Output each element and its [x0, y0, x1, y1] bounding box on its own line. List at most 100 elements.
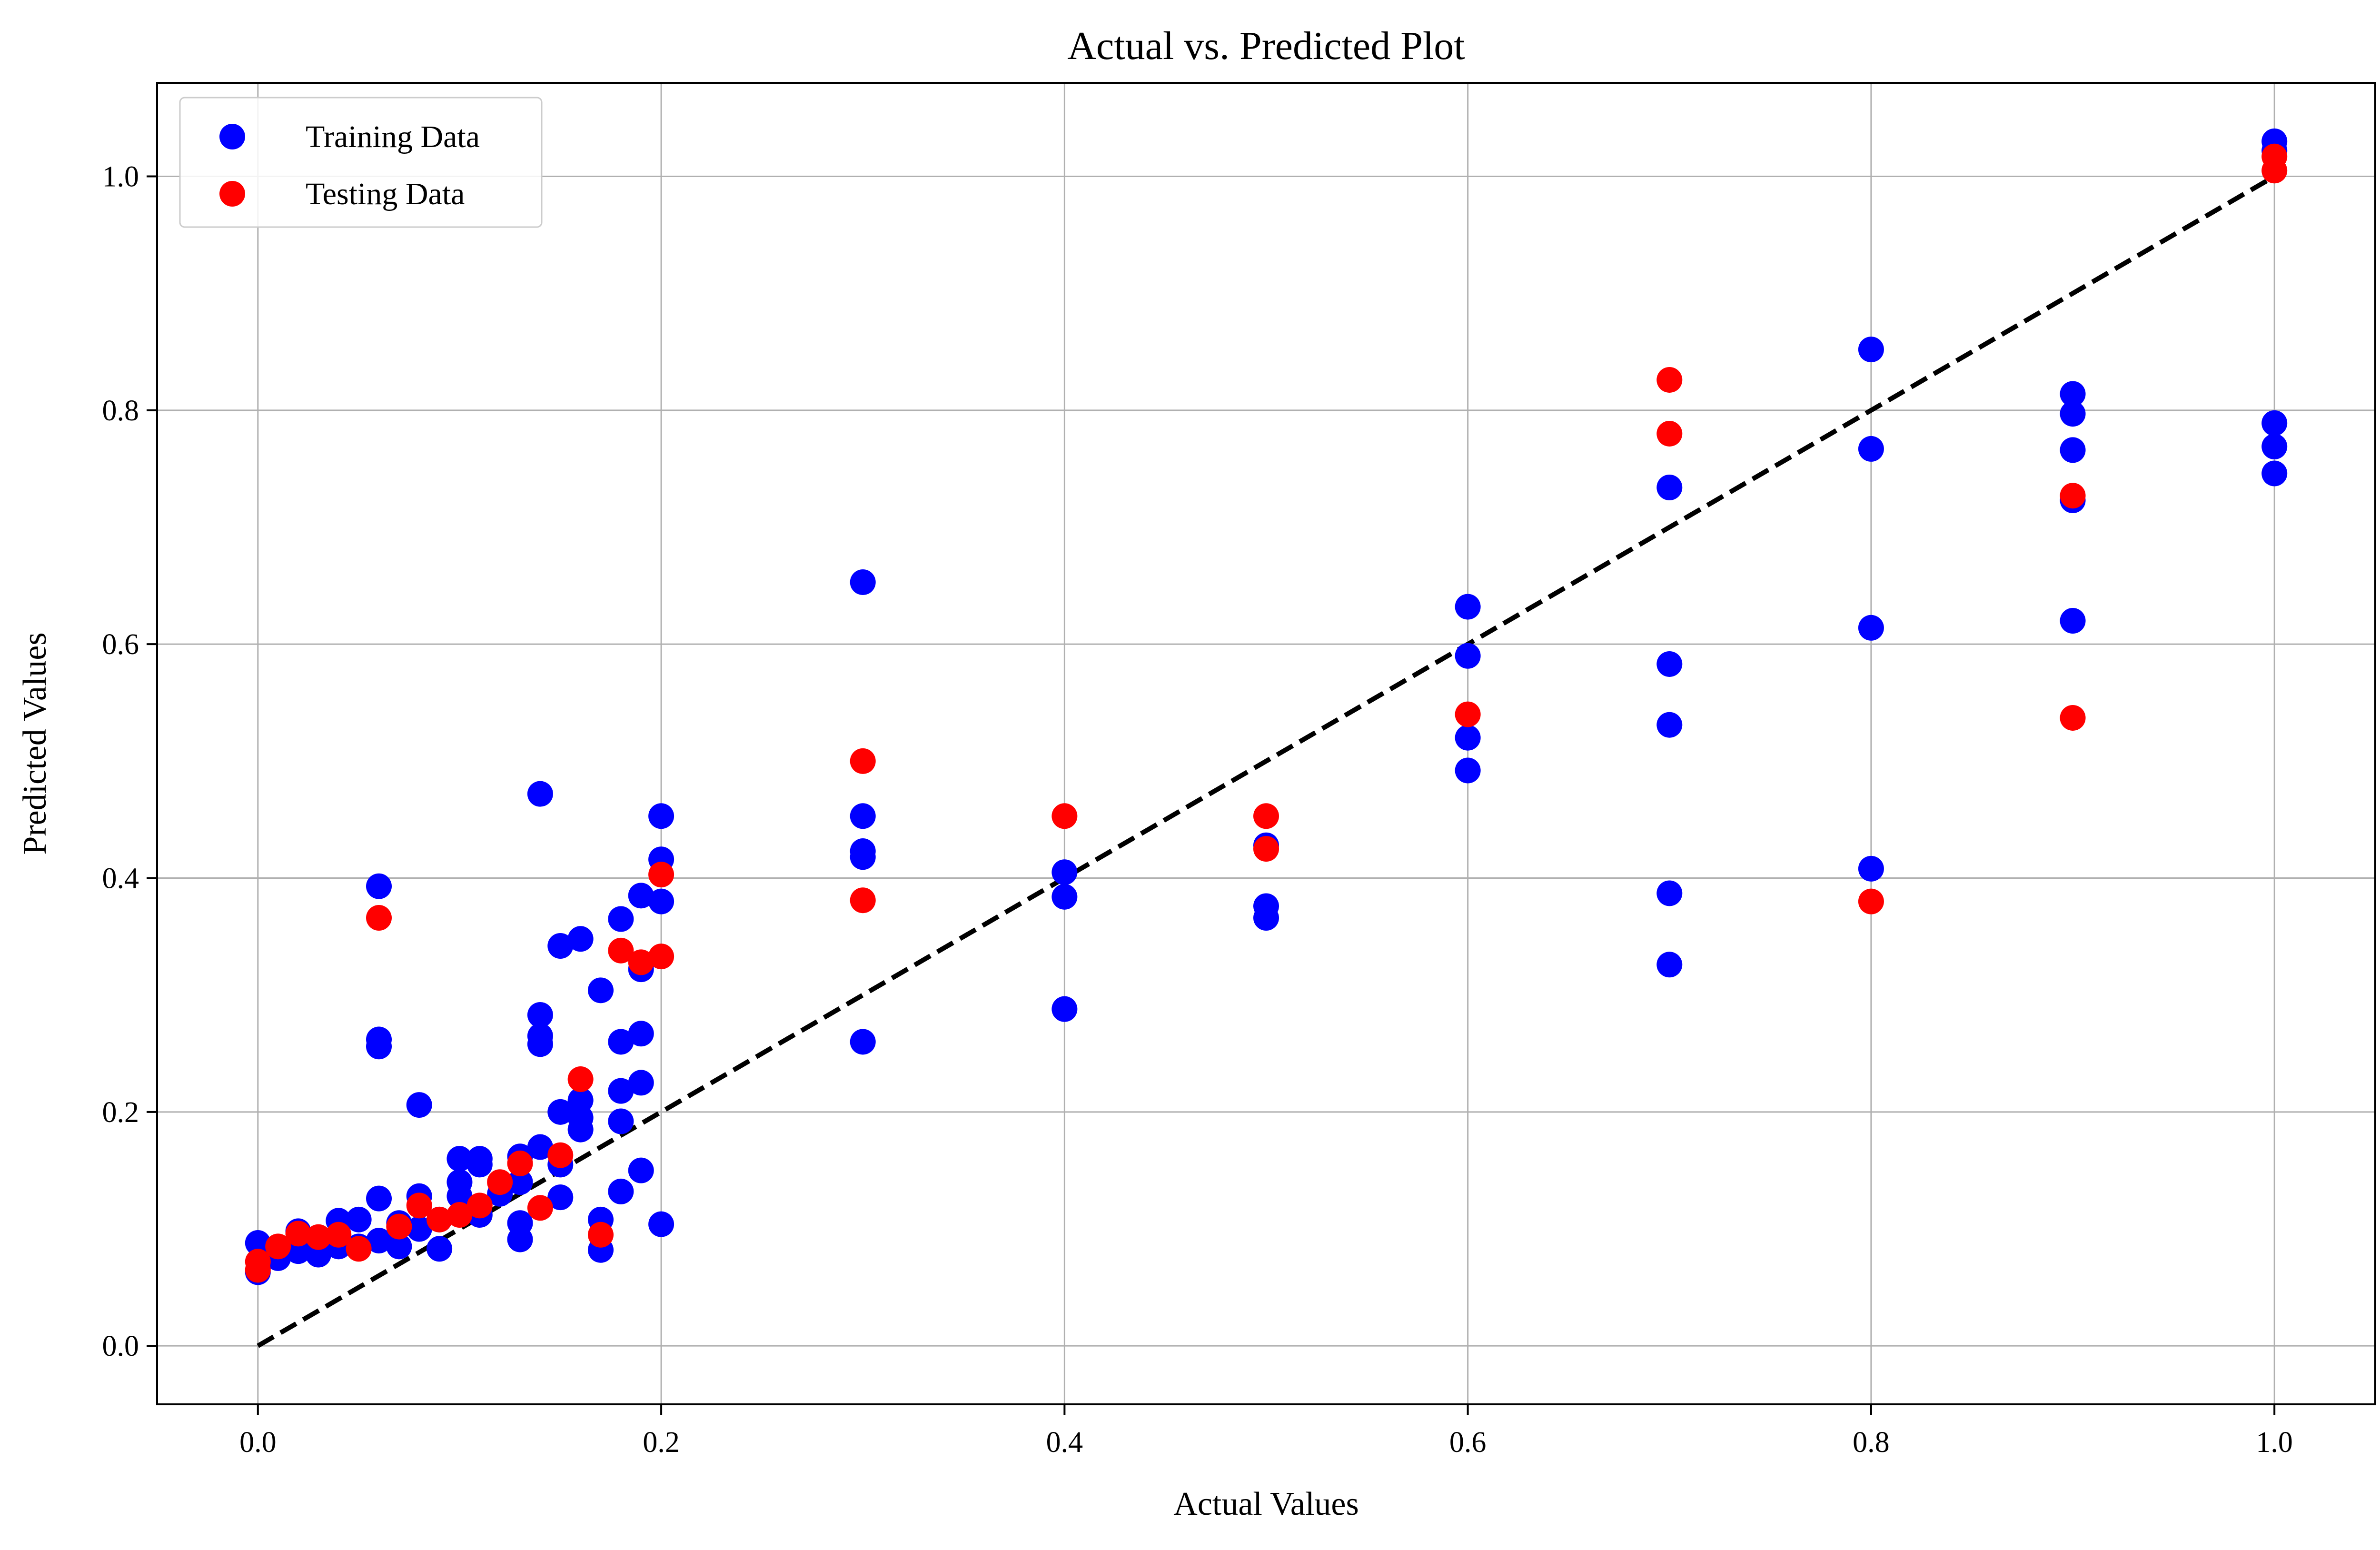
training-point: [628, 883, 654, 909]
training-point: [567, 926, 594, 952]
testing-point: [1253, 836, 1279, 862]
legend-box: [179, 97, 543, 228]
testing-point: [386, 1213, 412, 1240]
training-point: [527, 781, 553, 807]
x-tick-label: 0.2: [643, 1426, 680, 1459]
training-point: [608, 1078, 634, 1104]
training-point: [850, 803, 876, 829]
testing-point: [648, 944, 674, 970]
testing-point: [326, 1222, 352, 1248]
training-point: [1656, 880, 1683, 906]
testing-point: [346, 1236, 372, 1262]
training-point: [366, 1033, 392, 1060]
testing-point: [426, 1206, 453, 1232]
data-points: [245, 128, 2288, 1285]
y-tick-label: 0.2: [102, 1096, 139, 1129]
x-tick-label: 0.0: [239, 1426, 277, 1459]
training-point: [648, 888, 674, 914]
legend-label-testing: Testing Data: [306, 177, 465, 211]
x-axis-title: Actual Values: [1173, 1486, 1359, 1522]
training-point: [2060, 401, 2086, 427]
y-tick-label: 0.6: [102, 628, 139, 661]
training-point: [547, 1184, 574, 1211]
training-point: [366, 1185, 392, 1212]
training-point: [850, 1029, 876, 1055]
legend: Training Data Testing Data: [179, 97, 543, 228]
training-point: [2261, 434, 2288, 460]
legend-marker-training: [219, 124, 245, 149]
training-point: [608, 1178, 634, 1204]
testing-point: [850, 748, 876, 774]
training-point: [1656, 952, 1683, 978]
testing-point: [305, 1224, 331, 1250]
training-point: [648, 1211, 674, 1237]
y-tick-label: 0.0: [102, 1330, 139, 1362]
training-point: [446, 1146, 473, 1172]
legend-label-training: Training Data: [306, 119, 480, 154]
training-point: [1656, 712, 1683, 738]
training-point: [466, 1152, 493, 1178]
testing-point: [366, 905, 392, 931]
testing-point: [487, 1169, 513, 1195]
x-tick-label: 0.4: [1046, 1426, 1083, 1459]
training-point: [1656, 474, 1683, 500]
training-point: [527, 1002, 553, 1028]
training-point: [406, 1216, 432, 1242]
reference-line: [257, 174, 2276, 1348]
training-point: [2261, 410, 2288, 436]
testing-point: [245, 1257, 271, 1283]
training-point: [507, 1226, 533, 1252]
testing-point: [1858, 888, 1884, 914]
training-point: [346, 1206, 372, 1232]
x-tick-label: 1.0: [2256, 1426, 2293, 1459]
training-point: [628, 1157, 654, 1183]
testing-point: [527, 1195, 553, 1221]
testing-point: [285, 1221, 311, 1247]
training-point: [1253, 905, 1279, 931]
training-point: [386, 1233, 412, 1260]
testing-point: [265, 1233, 291, 1260]
x-tick-label: 0.6: [1449, 1426, 1487, 1459]
y-tick-label: 0.8: [102, 395, 139, 427]
testing-point: [2060, 705, 2086, 731]
y-tick-label: 1.0: [102, 161, 139, 193]
testing-point: [507, 1150, 533, 1176]
training-point: [547, 1099, 574, 1125]
legend-marker-testing: [219, 181, 245, 207]
testing-point: [588, 1222, 614, 1248]
training-point: [1858, 615, 1884, 641]
training-point: [1051, 996, 1078, 1022]
testing-point: [648, 862, 674, 888]
chart-title: Actual vs. Predicted Plot: [1067, 24, 1465, 68]
training-point: [1455, 643, 1481, 669]
testing-point: [628, 949, 654, 975]
testing-point: [850, 887, 876, 914]
training-point: [527, 1031, 553, 1057]
training-point: [406, 1092, 432, 1118]
training-point: [527, 1134, 553, 1160]
training-point: [2261, 460, 2288, 487]
training-point: [567, 1116, 594, 1143]
testing-point: [2060, 483, 2086, 509]
training-point: [850, 844, 876, 870]
testing-point: [1656, 420, 1683, 447]
training-point: [2060, 608, 2086, 634]
training-point: [628, 1070, 654, 1096]
testing-point: [1455, 701, 1481, 727]
training-point: [1455, 594, 1481, 620]
training-point: [608, 1029, 634, 1055]
training-point: [1656, 651, 1683, 677]
training-point: [547, 933, 574, 959]
training-point: [588, 977, 614, 1004]
training-point: [507, 1169, 533, 1195]
testing-point: [1253, 803, 1279, 829]
training-point: [1051, 884, 1078, 910]
training-point: [366, 1228, 392, 1254]
testing-point: [1051, 803, 1078, 829]
training-point: [1858, 436, 1884, 462]
training-point: [850, 569, 876, 595]
training-point: [1455, 725, 1481, 751]
